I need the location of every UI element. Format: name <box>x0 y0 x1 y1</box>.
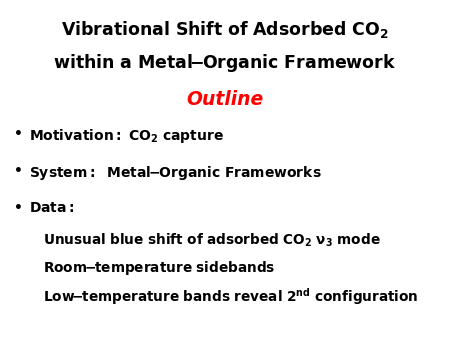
Text: $\mathbf{within\ a\ Metal\!\!-\!\!Organic\ Framework}$: $\mathbf{within\ a\ Metal\!\!-\!\!Organi… <box>53 52 397 74</box>
Text: $\mathbf{Motivation:\ CO_2\ capture}$: $\mathbf{Motivation:\ CO_2\ capture}$ <box>29 127 224 145</box>
Text: •: • <box>14 201 22 215</box>
Text: $\mathbf{Unusual\ blue\ shift\ of\ adsorbed\ CO_2\ \nu_3\ mode}$: $\mathbf{Unusual\ blue\ shift\ of\ adsor… <box>43 232 380 249</box>
Text: Outline: Outline <box>186 90 264 108</box>
Text: $\mathbf{Low\!\!-\!\!temperature\ bands\ reveal\ 2^{nd}\ configuration}$: $\mathbf{Low\!\!-\!\!temperature\ bands\… <box>43 286 419 307</box>
Text: $\mathbf{Data:}$: $\mathbf{Data:}$ <box>29 201 75 215</box>
Text: $\mathbf{System:\ \ Metal\!\!-\!\!Organic\ Frameworks}$: $\mathbf{System:\ \ Metal\!\!-\!\!Organi… <box>29 164 322 182</box>
Text: •: • <box>14 164 22 178</box>
Text: •: • <box>14 127 22 141</box>
Text: $\mathbf{Room\!\!-\!\!temperature\ sidebands}$: $\mathbf{Room\!\!-\!\!temperature\ sideb… <box>43 259 275 276</box>
Text: $\mathbf{Vibrational\ Shift\ of\ Adsorbed\ CO_2}$: $\mathbf{Vibrational\ Shift\ of\ Adsorbe… <box>61 19 389 40</box>
